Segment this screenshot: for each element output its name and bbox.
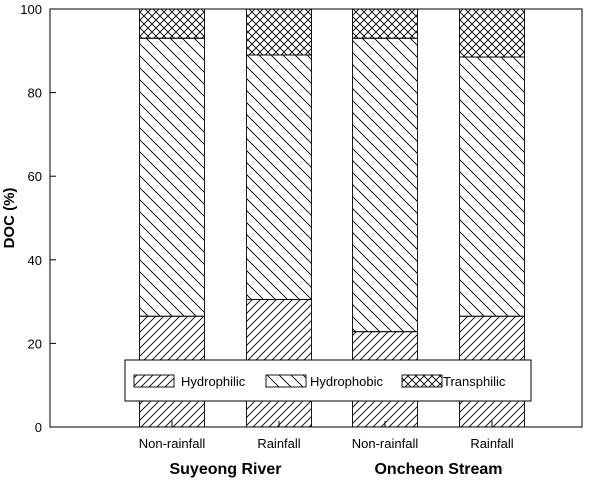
y-tick-label: 100 [20,2,42,17]
bar-segment-transphilic-1 [139,8,205,39]
axes-layer: 0 20 40 60 80 100 DOC (%) Non-rainfall Rainfall N… [1,2,583,478]
x-category-label: Rainfall [257,436,300,451]
x-category-label: Non-rainfall [352,436,419,451]
legend-label-hydrophobic: Hydrophobic [310,374,383,389]
legend-label-hydrophilic: Hydrophilic [181,374,246,389]
y-tick-label: 20 [28,336,42,351]
bar-segment-transphilic-3 [352,8,418,39]
plot-frame [49,8,583,428]
y-axis-title: DOC (%) [1,188,18,249]
bar-segment-hydrophobic-1 [139,37,205,317]
x-group-label: Suyeong River [169,461,281,478]
y-tick-label: 40 [28,253,42,268]
legend-box [124,359,532,402]
bar-segment-hydrophobic-3 [352,37,418,333]
x-category-label: Non-rainfall [139,436,206,451]
legend-swatch-hydrophobic [265,374,307,388]
legend-label-transphilic: Transphilic [443,374,506,389]
x-category-label: Rainfall [470,436,513,451]
bar-segment-hydrophobic-4 [459,56,525,317]
legend-swatch-hydrophilic [133,374,175,388]
legend: Hydrophilic Hydrophobic Transphilic [124,359,532,402]
bar-segment-transphilic-2 [246,8,312,56]
y-tick-label: 80 [28,86,42,101]
y-tick-label: 0 [35,420,42,435]
legend-swatch-transphilic [401,374,443,388]
y-tick-label: 60 [28,169,42,184]
bar-segment-transphilic-4 [459,8,525,58]
x-group-label: Oncheon Stream [374,461,502,478]
bar-segment-hydrophobic-2 [246,54,312,300]
